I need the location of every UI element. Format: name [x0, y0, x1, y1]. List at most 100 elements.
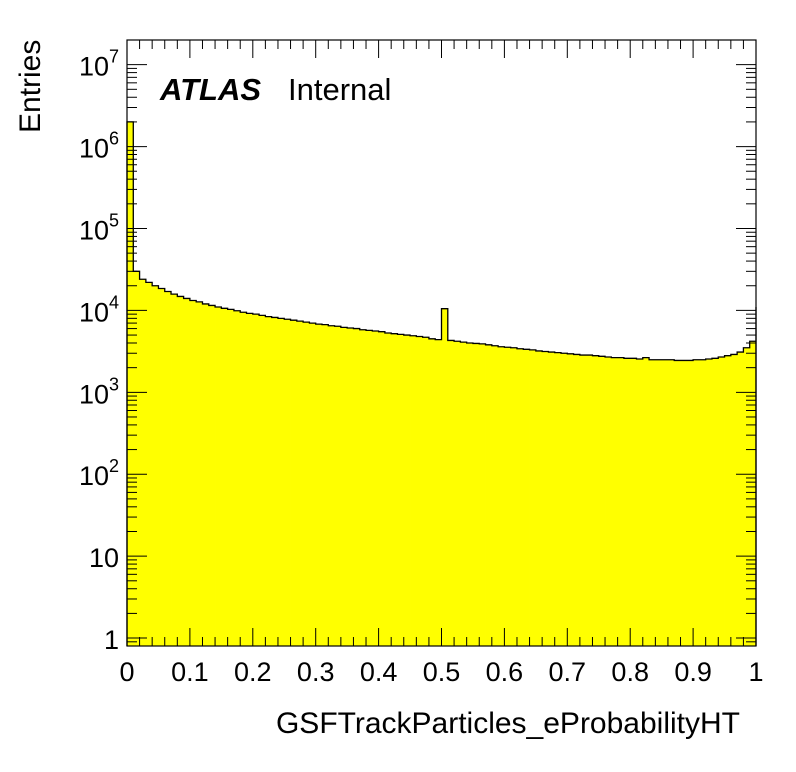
histogram-bar [617, 357, 625, 646]
histogram-bar [667, 359, 675, 646]
histogram-bar [655, 359, 663, 646]
histogram-bar [221, 308, 229, 646]
histogram-bar [573, 354, 581, 646]
x-tick-label: 0.1 [171, 657, 209, 687]
histogram-bar [623, 358, 631, 646]
y-tick-label: 1 [104, 625, 119, 655]
histogram-bar [271, 317, 279, 646]
histogram-bar [366, 330, 373, 646]
histogram-bar [158, 288, 166, 646]
histogram-bar [737, 352, 744, 646]
histogram-bar [435, 339, 442, 646]
histogram-bar [491, 345, 499, 646]
histogram-bar [145, 282, 153, 646]
histogram-bar [227, 309, 235, 646]
y-tick-label: 107 [79, 47, 119, 82]
histogram-bar [693, 359, 700, 646]
histogram-bar [441, 308, 449, 646]
histogram-bar [422, 337, 430, 646]
histogram-bar [630, 358, 637, 646]
histogram-bar [598, 356, 606, 646]
atlas-annotation: ATLAS Internal [159, 72, 391, 107]
y-tick-label: 10 [89, 543, 119, 573]
histogram-bar [504, 347, 512, 646]
histogram-bar [542, 351, 549, 646]
histogram-bar [410, 335, 417, 646]
histogram-bar [139, 279, 147, 646]
histogram-bar [252, 314, 260, 646]
x-tick-label: 0.5 [423, 657, 461, 687]
histogram-bar [605, 356, 612, 646]
y-tick-label: 105 [79, 210, 119, 245]
histogram-bar [284, 319, 291, 646]
histogram-bar [359, 329, 367, 646]
y-axis-ticks [127, 39, 756, 647]
histogram-bar [592, 355, 600, 646]
histogram-bar [730, 354, 738, 646]
x-tick-label: 0.9 [674, 657, 712, 687]
histogram-bar [177, 296, 185, 646]
x-tick-labels: 0 0.1 0.2 0.3 0.4 0.5 0.6 0.7 0.8 0.9 1 [119, 657, 763, 687]
histogram-bar [133, 271, 140, 646]
histogram-bar [510, 347, 518, 646]
histogram-bar [416, 336, 424, 646]
histogram-bar [259, 315, 266, 646]
histogram-bar [171, 294, 178, 646]
status-label: Internal [288, 72, 391, 107]
x-tick-label: 1 [748, 657, 763, 687]
histogram-bar [372, 331, 379, 646]
histogram-bar [498, 346, 505, 646]
histogram-bar [265, 316, 273, 646]
histogram-bar [246, 313, 254, 646]
histogram-bar [202, 303, 210, 646]
histogram-bar [649, 359, 656, 646]
atlas-label: ATLAS [159, 72, 261, 107]
histogram-bar [183, 298, 191, 646]
histogram-bar [586, 355, 593, 646]
histogram-bar [328, 325, 335, 646]
y-tick-label: 103 [79, 374, 119, 409]
histogram-bar [290, 320, 298, 646]
histogram-bar [636, 359, 644, 646]
histogram-bar [724, 355, 732, 646]
histogram-bar [164, 291, 172, 646]
histogram-bar [384, 332, 392, 646]
histogram-bar [208, 305, 216, 646]
y-tick-label: 102 [79, 456, 119, 491]
x-tick-label: 0.3 [297, 657, 335, 687]
histogram-bar [561, 353, 568, 646]
histogram-bar [303, 322, 310, 646]
histogram-bar [152, 285, 159, 646]
histogram-bar [215, 307, 222, 646]
x-tick-label: 0.6 [486, 657, 524, 687]
x-tick-label: 0.2 [234, 657, 272, 687]
x-tick-label: 0.8 [611, 657, 649, 687]
histogram-bar [548, 352, 556, 646]
histogram-bar [567, 353, 574, 646]
histogram-bar [680, 360, 688, 646]
y-axis-label: Entries [14, 40, 47, 133]
histogram-bar [127, 121, 134, 646]
histogram-bar [611, 357, 619, 646]
histogram-bar [749, 341, 757, 646]
x-tick-label: 0.4 [360, 657, 398, 687]
histogram-bar [189, 300, 197, 646]
histogram-bar [485, 344, 493, 646]
y-tick-label: 104 [79, 292, 119, 327]
histogram-bar [661, 359, 669, 646]
histogram-bar [523, 349, 530, 646]
histogram-bar [353, 328, 361, 646]
histogram-bar [309, 323, 317, 646]
histogram-bar [460, 342, 468, 646]
histogram-outline [126, 121, 757, 646]
x-tick-label: 0 [119, 657, 134, 687]
y-tick-labels: 1 10 102 103 104 105 106 107 [79, 47, 119, 655]
histogram-bar [479, 343, 486, 646]
histogram-bar [233, 310, 241, 646]
x-axis-label: GSFTrackParticles_eProbabilityHT [276, 707, 740, 740]
histogram-bar [240, 312, 247, 646]
histogram-bar [718, 356, 725, 646]
histogram-bar [340, 327, 348, 646]
histogram-bar [277, 318, 285, 646]
